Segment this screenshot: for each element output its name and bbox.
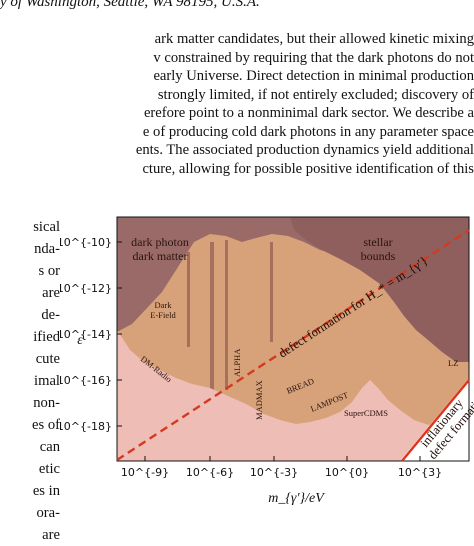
stellar-bounds-region <box>290 217 469 362</box>
x-tick-label: 10^{-9} <box>121 466 169 479</box>
region-label-stellar: stellar <box>363 235 392 249</box>
defect-formation-line <box>116 228 470 462</box>
body-line: es of <box>32 417 60 433</box>
region-label-stellar: bounds <box>361 249 396 263</box>
x-axis-label: m_{γ′}/eV <box>268 491 325 506</box>
body-line: es in <box>32 483 60 499</box>
body-line: etic <box>38 461 60 477</box>
exclusion-bar <box>210 242 214 392</box>
y-axis-label: ε <box>77 333 83 348</box>
body-line: sical <box>33 219 60 235</box>
region-label-efield: E-Field <box>150 310 176 320</box>
y-tick-label: 10^{-18} <box>60 420 112 433</box>
body-line: can <box>39 439 60 455</box>
inflationary-line <box>401 379 470 462</box>
plot-frame <box>116 216 470 462</box>
body-line: s or <box>38 263 61 279</box>
abstract-line: ents. The associated production dynamics… <box>135 142 474 158</box>
abstract-line: early Universe. Direct detection in mini… <box>153 68 474 84</box>
body-line: ified <box>33 329 60 345</box>
abstract-line: erefore point to a nonminimal dark secto… <box>143 105 474 121</box>
y-tick-label: 10^{-14} <box>60 328 112 341</box>
allowed-region <box>117 330 469 461</box>
region-label-dpdm: dark matter <box>133 249 188 263</box>
region-label-alpha: ALPHA <box>232 348 242 377</box>
abstract-line: e of producing cold dark photons in any … <box>142 123 474 140</box>
body-line: ora- <box>36 505 61 521</box>
x-tick-label: 10^{3} <box>398 466 442 479</box>
abstract-line: v constrained by requiring that the dark… <box>153 49 474 66</box>
body-line: non- <box>33 395 60 411</box>
region-label-supercdms: SuperCDMS <box>344 408 388 418</box>
y-tick-label: 10^{-10} <box>60 236 112 249</box>
region-label-lz: LZ <box>448 358 458 368</box>
y-tick-label: 10^{-16} <box>60 374 112 387</box>
x-tick-label: 10^{-6} <box>186 466 234 479</box>
affiliation-line: y of Washington, Seattle, WA 98195, U.S.… <box>0 0 260 10</box>
abstract-line: cture, allowing for possible positive id… <box>142 160 474 177</box>
exclusion-bar <box>187 252 190 347</box>
y-tick-label: 10^{-12} <box>60 282 112 295</box>
abstract-text: ark matter candidates, but their allowed… <box>0 30 474 178</box>
x-tick-label: 10^{0} <box>325 466 369 479</box>
region-label-dpdm: dark photon <box>131 235 189 249</box>
region-label-efield: Dark <box>155 300 173 310</box>
left-column-text: sical nda- s or are de- ified cute imal … <box>0 216 60 546</box>
inflationary-excluded-region <box>400 378 469 461</box>
x-tick-label: 10^{-3} <box>250 466 298 479</box>
body-line: de- <box>41 307 60 323</box>
exclusion-bar <box>225 240 228 390</box>
parameter-space-figure: 10^{-10} 10^{-12} 10^{-14} 10^{-16} 10^{… <box>60 216 474 506</box>
body-line: are <box>42 285 60 301</box>
body-line: nda- <box>34 241 60 257</box>
x-axis: 10^{-9} 10^{-6} 10^{-3} 10^{0} 10^{3} <box>121 456 442 479</box>
abstract-line: ark matter candidates, but their allowed… <box>154 31 474 47</box>
body-line: imal <box>34 373 60 389</box>
region-label-madmax: MADMAX <box>254 380 264 420</box>
abstract-line: strongly limited, if not entirely exclud… <box>157 86 474 103</box>
body-line: are <box>42 527 60 543</box>
y-axis: 10^{-10} 10^{-12} 10^{-14} 10^{-16} 10^{… <box>60 236 122 433</box>
body-line: cute <box>35 351 60 367</box>
exclusion-bar <box>270 242 273 342</box>
